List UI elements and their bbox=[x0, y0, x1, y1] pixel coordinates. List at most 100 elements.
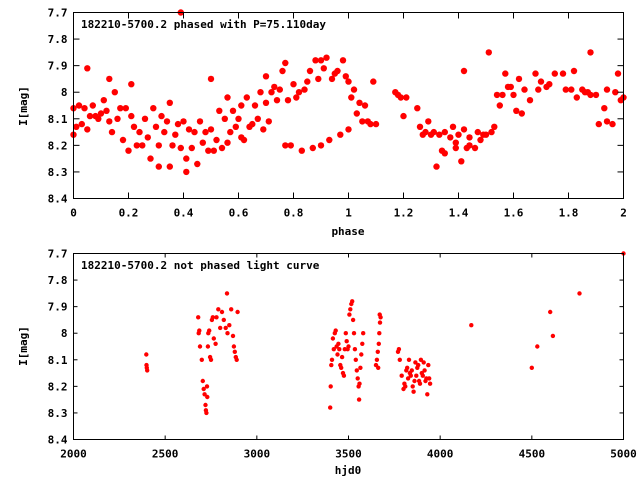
phased-y-axis-label: I[mag] bbox=[17, 86, 30, 126]
data-point bbox=[460, 67, 468, 75]
data-point bbox=[86, 112, 94, 120]
data-point bbox=[347, 312, 352, 317]
data-point bbox=[430, 128, 437, 136]
data-point bbox=[346, 344, 351, 349]
data-point bbox=[155, 163, 162, 170]
data-point bbox=[130, 123, 138, 130]
data-point bbox=[309, 144, 316, 152]
data-point bbox=[551, 70, 558, 77]
data-point bbox=[466, 142, 473, 149]
data-point bbox=[279, 67, 286, 75]
data-point bbox=[420, 373, 425, 378]
data-point bbox=[227, 128, 234, 136]
data-point bbox=[361, 102, 369, 109]
data-point bbox=[152, 123, 160, 130]
data-point bbox=[418, 357, 424, 362]
data-point bbox=[108, 128, 116, 136]
data-point bbox=[144, 134, 151, 141]
data-point bbox=[377, 331, 382, 336]
data-point bbox=[343, 331, 348, 336]
data-point bbox=[336, 341, 341, 346]
data-point bbox=[213, 341, 218, 346]
data-point bbox=[117, 105, 124, 112]
data-point bbox=[370, 78, 377, 85]
data-point bbox=[354, 368, 359, 373]
data-point bbox=[287, 142, 294, 149]
data-point bbox=[550, 333, 556, 339]
unphased-y-axis-label: I[mag] bbox=[17, 326, 30, 366]
data-point bbox=[562, 86, 569, 93]
data-point bbox=[207, 126, 215, 133]
data-point bbox=[144, 352, 149, 357]
data-point bbox=[243, 94, 250, 101]
data-point bbox=[214, 315, 219, 320]
data-point bbox=[304, 78, 311, 85]
data-point bbox=[147, 155, 154, 162]
data-point bbox=[427, 376, 432, 381]
data-point bbox=[350, 299, 355, 304]
data-point bbox=[535, 86, 542, 93]
data-point bbox=[97, 110, 105, 117]
phased-light-curve-panel: 0 0.2 0.4 0.6 0.8 1 1.2 1.4 1.6 1.8 2 7.7 7.8 7.9 8 8.1… bbox=[17, 7, 627, 239]
data-point bbox=[203, 402, 208, 408]
data-point bbox=[208, 357, 214, 362]
data-point bbox=[202, 392, 207, 397]
data-point bbox=[326, 136, 333, 144]
x-tick-label: 1 bbox=[345, 207, 352, 220]
data-point bbox=[337, 347, 342, 352]
data-point bbox=[223, 325, 228, 331]
x-tick-label: 1.6 bbox=[504, 207, 524, 220]
data-point bbox=[411, 389, 416, 394]
data-point bbox=[328, 75, 336, 83]
phased-data-points bbox=[70, 9, 627, 176]
y-tick-label: 8.2 bbox=[48, 380, 68, 393]
y-tick-label: 8.2 bbox=[48, 139, 68, 152]
data-point bbox=[205, 394, 210, 400]
data-point bbox=[350, 317, 356, 323]
data-point bbox=[268, 89, 275, 96]
data-point bbox=[515, 75, 523, 83]
data-point bbox=[403, 94, 410, 101]
data-point bbox=[221, 115, 228, 123]
data-point bbox=[345, 126, 352, 133]
data-point bbox=[166, 99, 173, 107]
y-tick-label: 7.7 bbox=[48, 248, 68, 261]
data-point bbox=[180, 118, 187, 125]
data-point bbox=[84, 65, 91, 72]
y-tick-label: 7.7 bbox=[48, 7, 68, 20]
data-point bbox=[262, 99, 270, 107]
data-point bbox=[315, 75, 322, 83]
x-tick-label: 0.2 bbox=[119, 207, 139, 220]
data-point bbox=[422, 128, 429, 136]
unphased-chart-title: 182210-5700.2 not phased light curve bbox=[81, 259, 320, 272]
data-point bbox=[290, 81, 297, 88]
data-point bbox=[136, 128, 143, 136]
y-tick-label: 8 bbox=[61, 327, 68, 340]
data-point bbox=[114, 115, 121, 123]
data-point bbox=[334, 67, 341, 75]
data-point bbox=[570, 67, 578, 75]
data-point bbox=[471, 144, 479, 152]
data-point bbox=[359, 352, 364, 357]
data-point bbox=[75, 102, 83, 109]
data-point bbox=[341, 373, 347, 378]
y-tick-label: 8.3 bbox=[48, 166, 68, 179]
data-point bbox=[262, 73, 270, 80]
data-point bbox=[100, 97, 108, 104]
data-point bbox=[191, 128, 198, 136]
data-point bbox=[357, 381, 362, 386]
data-point bbox=[202, 128, 209, 136]
data-point bbox=[183, 168, 190, 176]
data-point bbox=[488, 128, 495, 136]
data-point bbox=[330, 336, 336, 341]
data-point bbox=[355, 376, 360, 381]
data-point bbox=[155, 142, 162, 149]
data-point bbox=[196, 118, 204, 125]
data-point bbox=[595, 120, 602, 128]
data-point bbox=[348, 307, 353, 312]
data-point bbox=[372, 120, 380, 128]
data-point bbox=[224, 94, 231, 101]
unphased-light-curve-panel: 2000 2500 3000 3500 4000 4500 5000 7.7 7.8 7.9 8 8.… bbox=[17, 248, 637, 478]
data-point bbox=[396, 347, 402, 352]
data-point bbox=[306, 67, 314, 75]
